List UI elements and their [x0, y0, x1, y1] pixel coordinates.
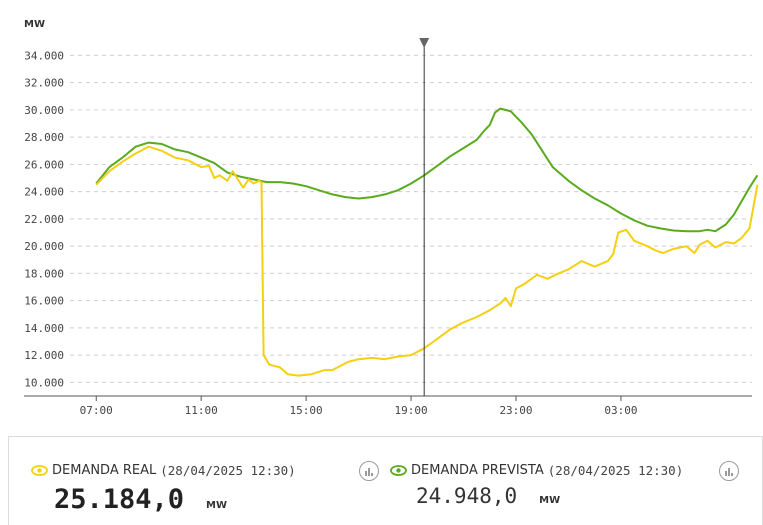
y-tick-label: 14.000	[24, 322, 64, 335]
legend-real-timestamp: (28/04/2025 12:30)	[160, 463, 296, 478]
y-tick-label: 30.000	[24, 104, 64, 117]
demand-chart[interactable]: MW 10.000 12.000 14.000 16.000 18.000 20.000 2…	[0, 0, 763, 420]
marker-handle-icon[interactable]	[419, 38, 430, 48]
y-tick-label: 28.000	[24, 131, 64, 144]
y-tick-label: 10.000	[24, 376, 64, 389]
eye-icon[interactable]	[31, 465, 48, 476]
y-tick-label: 34.000	[24, 49, 64, 62]
legend-real[interactable]: DEMANDA REAL (28/04/2025 12:30) 25.184,0…	[31, 463, 296, 515]
time-marker[interactable]	[419, 38, 430, 396]
y-axis-ticks: 10.000 12.000 14.000 16.000 18.000 20.000 22.0…	[24, 49, 64, 389]
y-tick-label: 32.000	[24, 77, 64, 90]
series-line	[95, 145, 759, 377]
y-tick-label: 20.000	[24, 240, 64, 253]
y-tick-label: 16.000	[24, 295, 64, 308]
x-tick-label: 03:00	[604, 404, 637, 417]
forecast-demand-unit: MW	[539, 495, 561, 506]
bar-chart-icon[interactable]	[359, 461, 379, 481]
real-demand-value: 25.184,0	[54, 484, 185, 515]
x-axis-ticks: 07:00 11:00 15:00 19:00 23:00 03:00	[80, 396, 638, 417]
y-tick-label: 18.000	[24, 267, 64, 280]
x-tick-label: 11:00	[185, 404, 218, 417]
grid-lines	[24, 54, 752, 397]
y-axis-unit-label: MW	[24, 19, 45, 30]
real-demand-unit: MW	[206, 500, 228, 511]
x-tick-label: 07:00	[80, 404, 113, 417]
chart-svg[interactable]: MW 10.000 12.000 14.000 16.000 18.000 20.000 2…	[0, 0, 763, 420]
bar-chart-icon[interactable]	[719, 461, 739, 481]
x-tick-label: 15:00	[290, 404, 323, 417]
y-tick-label: 26.000	[24, 158, 64, 171]
forecast-demand-value: 24.948,0	[416, 484, 518, 508]
y-tick-label: 22.000	[24, 213, 64, 226]
y-tick-label: 24.000	[24, 186, 64, 199]
x-tick-label: 23:00	[499, 404, 532, 417]
eye-icon[interactable]	[390, 465, 407, 476]
legend-forecast-timestamp: (28/04/2025 12:30)	[547, 463, 684, 478]
legend-forecast-label: DEMANDA PREVISTA	[411, 463, 544, 478]
series-lines	[95, 107, 759, 377]
x-tick-label: 19:00	[395, 404, 428, 417]
legend-forecast[interactable]: DEMANDA PREVISTA (28/04/2025 12:30) 24.9…	[390, 463, 683, 508]
series-line	[95, 107, 759, 233]
legend-real-label: DEMANDA REAL	[52, 463, 157, 478]
values-panel: DEMANDA REAL (28/04/2025 12:30) 25.184,0…	[8, 436, 763, 525]
y-tick-label: 12.000	[24, 349, 64, 362]
